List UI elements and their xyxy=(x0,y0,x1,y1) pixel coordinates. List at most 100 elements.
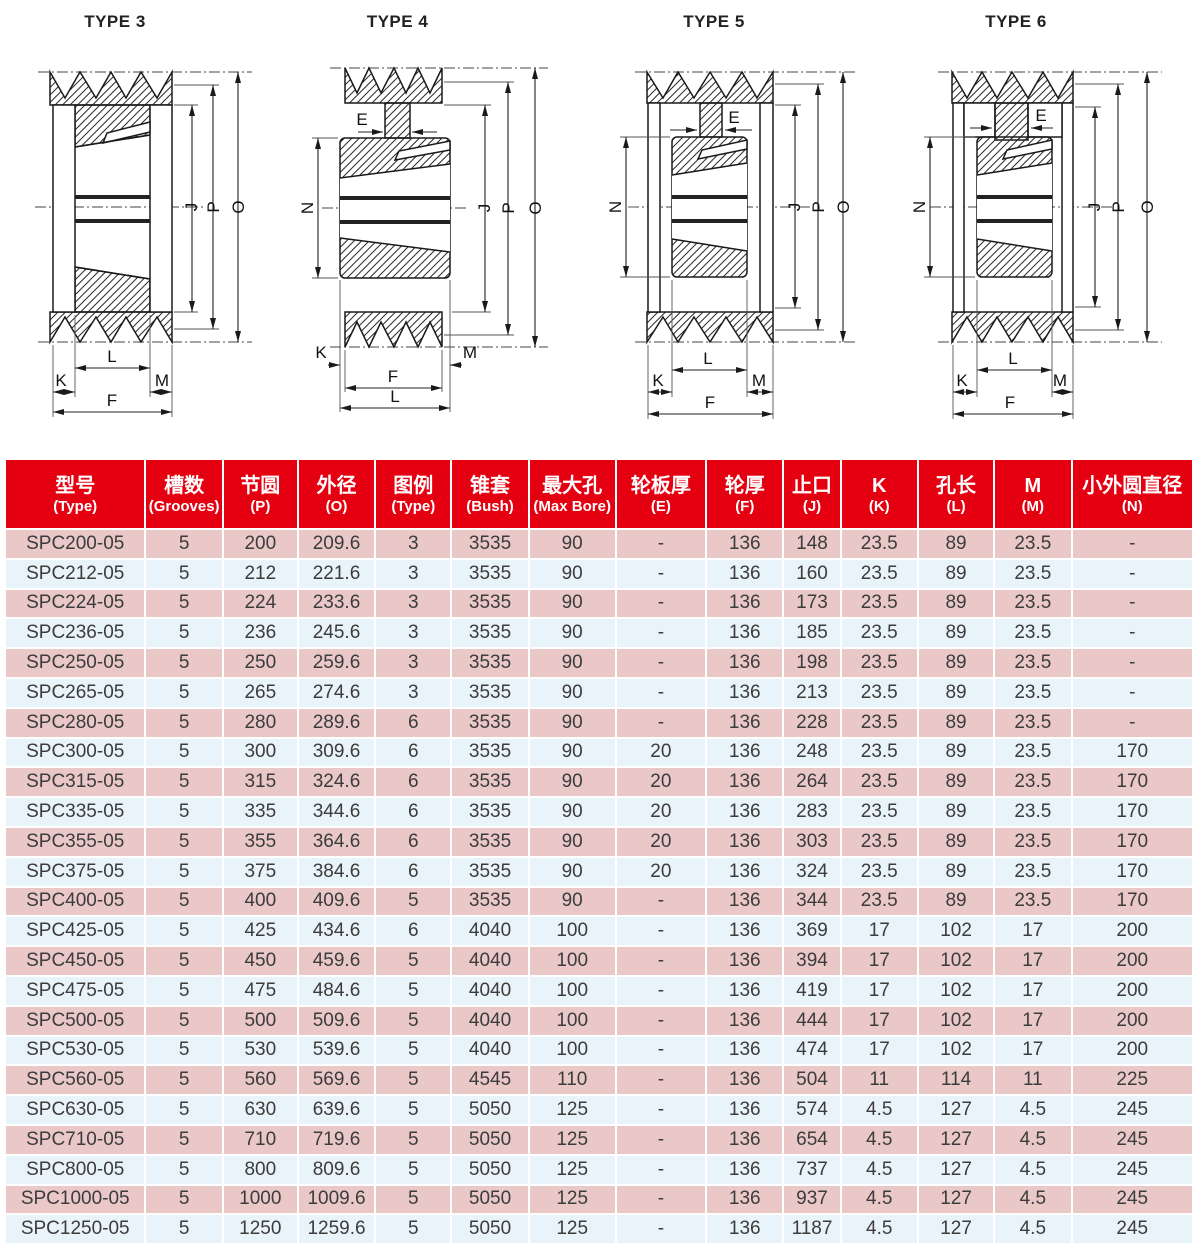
spec-cell: 1259.6 xyxy=(296,1213,377,1245)
spec-cell: 127 xyxy=(916,1094,996,1126)
dim-label-M: M xyxy=(752,371,766,390)
spec-cell: 23.5 xyxy=(993,855,1073,888)
spec-cell: 504 xyxy=(782,1064,842,1097)
spec-cell: 5 xyxy=(144,1213,224,1245)
spec-cell: 89 xyxy=(916,647,996,679)
spec-cell: 23.5 xyxy=(993,766,1073,799)
spec-cell: SPC335-05 xyxy=(3,796,147,828)
spec-cell: 90 xyxy=(527,617,617,650)
spec-cell: 245 xyxy=(1070,1183,1194,1216)
spec-table-body: SPC200-05 5 200 209.6 3 3535 90-136 148 23.5 89 23… xyxy=(3,528,1194,1245)
spec-cell: 3 xyxy=(374,528,453,560)
spec-cell: 127 xyxy=(916,1183,996,1216)
spec-cell: 136 xyxy=(705,587,785,620)
spec-cell: 5 xyxy=(374,885,453,918)
spec-cell: 11 xyxy=(993,1064,1073,1097)
dim-label-E: E xyxy=(728,108,739,127)
spec-cell: 3535 xyxy=(450,617,530,650)
spec-cell: 289.6 xyxy=(296,706,377,739)
spec-cell: SPC375-05 xyxy=(3,855,147,888)
spec-cell: 170 xyxy=(1070,766,1194,799)
spec-cell: 3535 xyxy=(450,557,530,590)
spec-row: SPC400-05 5 400 409.6 5 3535 90-136 344 23.5 89 23… xyxy=(3,885,1194,918)
spec-cell: 89 xyxy=(916,885,996,918)
spec-cell: 224 xyxy=(221,587,299,620)
spec-row: SPC1250-05 5 1250 1259.6 5 5050 125-136 1187 4.5… xyxy=(3,1213,1194,1245)
spec-cell: 3 xyxy=(374,676,453,709)
spec-cell: 3535 xyxy=(450,825,530,858)
spec-cell: - xyxy=(614,706,708,739)
spec-cell: 630 xyxy=(221,1094,299,1126)
spec-cell: 90 xyxy=(527,706,617,739)
spec-cell: 20 xyxy=(614,855,708,888)
spec-cell: 364.6 xyxy=(296,825,377,858)
spec-cell: SPC1000-05 xyxy=(3,1183,147,1216)
spec-cell: SPC236-05 xyxy=(3,617,147,650)
spec-cell: - xyxy=(614,528,708,560)
spec-cell: - xyxy=(614,617,708,650)
spec-cell: 100 xyxy=(527,1004,617,1037)
spec-cell: 200 xyxy=(1070,945,1194,977)
spec-cell: SPC530-05 xyxy=(3,1034,147,1067)
spec-cell: 17 xyxy=(839,1004,919,1037)
drawing-title-type6: TYPE 6 xyxy=(985,12,1047,31)
spec-cell: 3535 xyxy=(450,647,530,679)
spec-cell: 136 xyxy=(705,1123,785,1156)
column-header: 轮板厚 (E) xyxy=(614,458,708,530)
spec-cell: - xyxy=(614,676,708,709)
spec-cell: 4040 xyxy=(450,1004,530,1037)
spec-cell: - xyxy=(1070,706,1194,739)
spec-cell: 335 xyxy=(221,796,299,828)
spec-cell: 23.5 xyxy=(993,676,1073,709)
spec-cell: 3 xyxy=(374,587,453,620)
spec-cell: SPC425-05 xyxy=(3,915,147,948)
spec-cell: 102 xyxy=(916,1004,996,1037)
spec-cell: - xyxy=(614,647,708,679)
spec-cell: 20 xyxy=(614,796,708,828)
spec-cell: 6 xyxy=(374,855,453,888)
spec-cell: 4.5 xyxy=(839,1213,919,1245)
spec-cell: 4.5 xyxy=(993,1153,1073,1186)
column-header: 槽数 (Grooves) xyxy=(144,458,224,530)
dim-label-P: P xyxy=(1109,201,1128,212)
spec-cell: 560 xyxy=(221,1064,299,1097)
spec-cell: 90 xyxy=(527,825,617,858)
spec-cell: 248 xyxy=(782,736,842,769)
spec-cell: 17 xyxy=(839,1034,919,1067)
spec-cell: 213 xyxy=(782,676,842,709)
spec-cell: 569.6 xyxy=(296,1064,377,1097)
spec-cell: 459.6 xyxy=(296,945,377,977)
spec-cell: 4040 xyxy=(450,974,530,1007)
spec-cell: 136 xyxy=(705,647,785,679)
dim-label-F: F xyxy=(388,367,398,386)
dimensions: E N J P O xyxy=(606,72,853,419)
spec-cell: 5 xyxy=(144,736,224,769)
dim-label-P: P xyxy=(499,202,518,213)
spec-cell: 5 xyxy=(374,1094,453,1126)
spec-cell: 5 xyxy=(144,617,224,650)
spec-cell: 136 xyxy=(705,1034,785,1067)
spec-cell: 136 xyxy=(705,1183,785,1216)
spec-cell: 90 xyxy=(527,647,617,679)
spec-cell: - xyxy=(614,1123,708,1156)
spec-cell: 225 xyxy=(1070,1064,1194,1097)
pulley-diagram-type5-icon: E N J P O xyxy=(606,69,858,419)
spec-cell: 136 xyxy=(705,1064,785,1097)
spec-cell: 324 xyxy=(782,855,842,888)
pulley-drawings: TYPE 3 xyxy=(0,0,1200,450)
spec-cell: 90 xyxy=(527,587,617,620)
spec-cell: 102 xyxy=(916,915,996,948)
dim-label-E: E xyxy=(356,110,367,129)
spec-cell: - xyxy=(614,1004,708,1037)
dim-label-O: O xyxy=(834,200,853,213)
spec-cell: 23.5 xyxy=(839,855,919,888)
spec-cell: SPC265-05 xyxy=(3,676,147,709)
drawing-panel-type6: TYPE 6 xyxy=(900,4,1200,450)
spec-cell: 236 xyxy=(221,617,299,650)
spec-cell: 3535 xyxy=(450,676,530,709)
spec-cell: 245 xyxy=(1070,1153,1194,1186)
spec-row: SPC212-05 5 212 221.6 3 3535 90-136 160 23.5 89 23… xyxy=(3,557,1194,590)
spec-cell: SPC355-05 xyxy=(3,825,147,858)
spec-cell: 3535 xyxy=(450,766,530,799)
spec-cell: SPC800-05 xyxy=(3,1153,147,1186)
